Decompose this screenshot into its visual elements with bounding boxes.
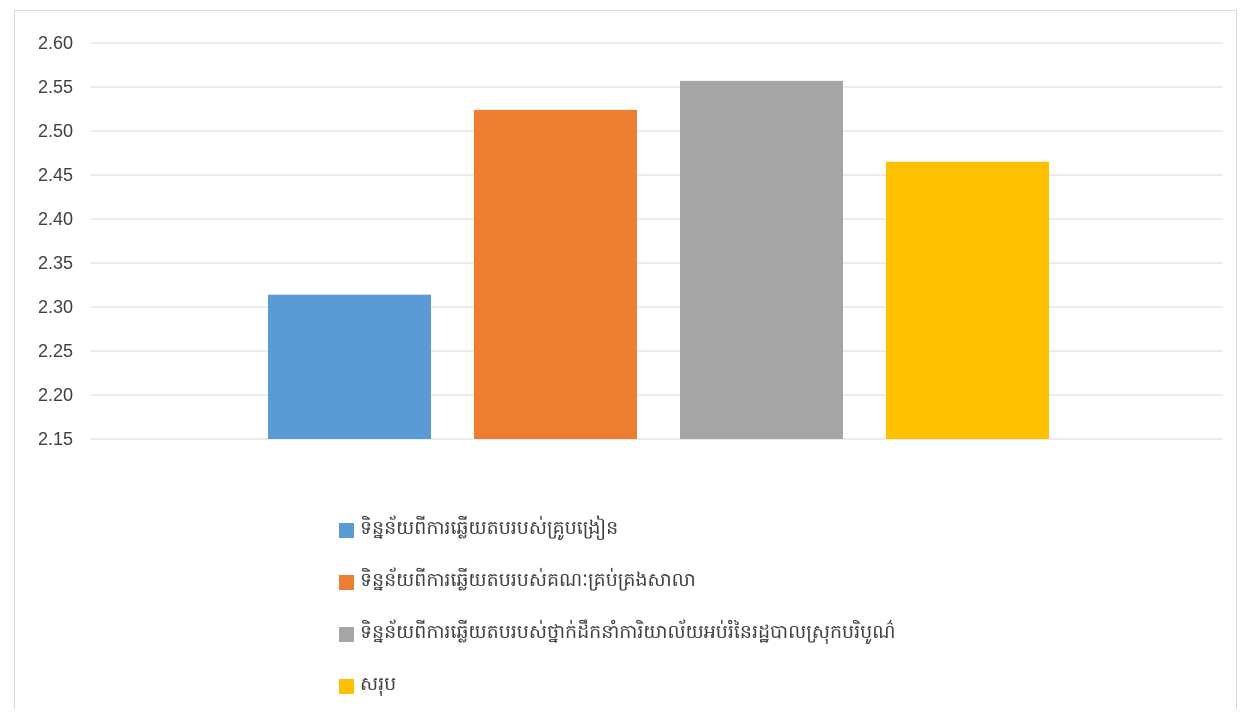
bar (886, 161, 1049, 440)
bar (680, 80, 843, 439)
bar (474, 109, 637, 439)
y-tick-label: 2.25 (38, 341, 73, 361)
legend-swatch (339, 574, 354, 590)
legend-swatch (339, 522, 354, 538)
legend-item: ទិន្នន័យពីការឆ្លើយតបរបស់គណៈគ្រប់គ្រងសាលា (339, 563, 895, 601)
y-tick-label: 2.20 (38, 385, 73, 405)
y-tick-label: 2.15 (38, 429, 73, 449)
chart-area: 2.15 2.20 2.25 2.30 2.35 2.40 2.45 2.50 2.55 2.60… (14, 10, 1237, 709)
legend-label: ទិន្នន័យពីការឆ្លើយតបរបស់គ្រូបង្រៀន (360, 517, 619, 539)
legend-item: ទិន្នន័យពីការឆ្លើយតបរបស់ថ្នាក់ដឹកនាំការិ… (339, 615, 895, 653)
gridlines (91, 42, 1223, 440)
legend: ទិន្នន័យពីការឆ្លើយតបរបស់គ្រូបង្រៀន ទិន្ន… (339, 511, 895, 719)
y-tick-label: 2.50 (38, 121, 73, 141)
legend-item: សរុប (339, 667, 895, 705)
bar (268, 294, 431, 439)
y-tick-label: 2.45 (38, 165, 73, 185)
plot-area: 2.15 2.20 2.25 2.30 2.35 2.40 2.45 2.50 2.55 2.60 (38, 33, 1223, 449)
legend-swatch (339, 678, 354, 694)
y-tick-label: 2.40 (38, 209, 73, 229)
legend-swatch (339, 626, 354, 642)
legend-label: ទិន្នន័យពីការឆ្លើយតបរបស់គណៈគ្រប់គ្រងសាលា (360, 569, 696, 591)
legend-item: ទិន្នន័យពីការឆ្លើយតបរបស់គ្រូបង្រៀន (339, 511, 895, 549)
y-tick-label: 2.35 (38, 253, 73, 273)
y-axis-ticks: 2.15 2.20 2.25 2.30 2.35 2.40 2.45 2.50 2.55 2.60 (38, 33, 73, 449)
legend-label: សរុប (360, 673, 397, 695)
legend-label: ទិន្នន័យពីការឆ្លើយតបរបស់ថ្នាក់ដឹកនាំការិ… (360, 621, 896, 643)
y-tick-label: 2.55 (38, 77, 73, 97)
y-tick-label: 2.60 (38, 33, 73, 53)
bars (268, 80, 1049, 440)
y-tick-label: 2.30 (38, 297, 73, 317)
